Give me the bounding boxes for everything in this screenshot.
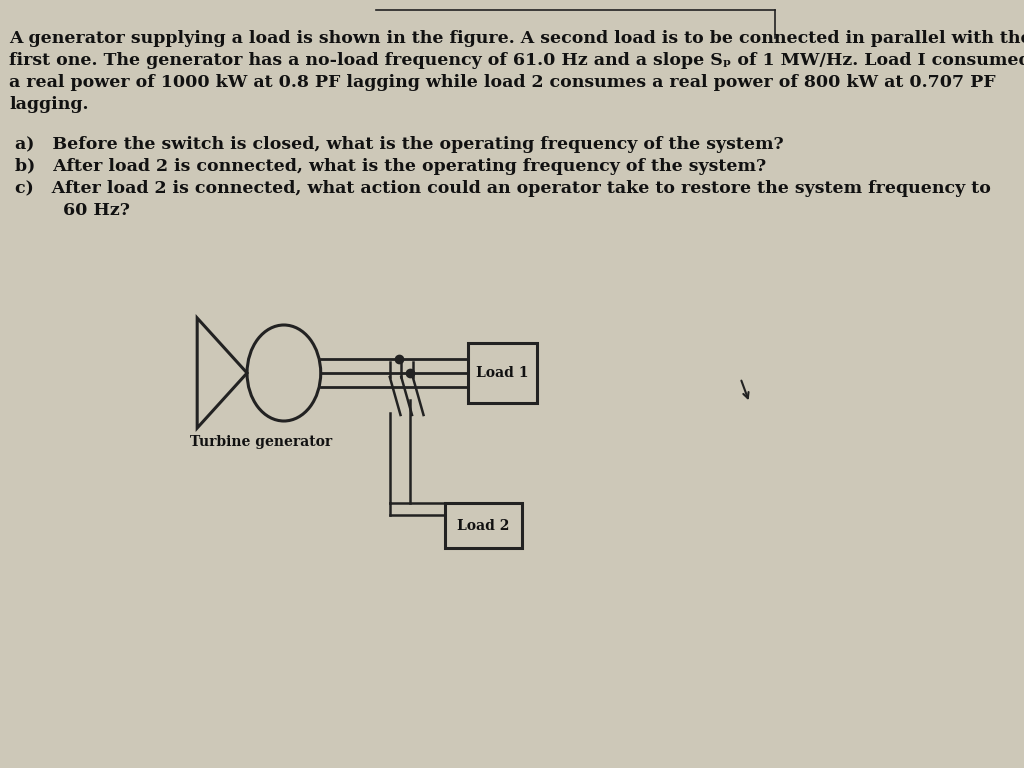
Text: a real power of 1000 kW at 0.8 PF lagging while load 2 consumes a real power of : a real power of 1000 kW at 0.8 PF laggin… <box>9 74 995 91</box>
Text: A generator supplying a load is shown in the figure. A second load is to be conn: A generator supplying a load is shown in… <box>9 30 1024 47</box>
Bar <box>468 343 537 403</box>
Text: lagging.: lagging. <box>9 96 89 113</box>
Text: Load 1: Load 1 <box>476 366 528 380</box>
Bar <box>445 503 522 548</box>
Text: 60 Hz?: 60 Hz? <box>15 202 130 219</box>
Text: Load 2: Load 2 <box>457 518 510 532</box>
Text: c)   After load 2 is connected, what action could an operator take to restore th: c) After load 2 is connected, what actio… <box>15 180 991 197</box>
Text: first one. The generator has a no-load frequency of 61.0 Hz and a slope Sₚ of 1 : first one. The generator has a no-load f… <box>9 52 1024 69</box>
Text: a)   Before the switch is closed, what is the operating frequency of the system?: a) Before the switch is closed, what is … <box>15 136 784 153</box>
Text: Turbine generator: Turbine generator <box>189 435 332 449</box>
Text: b)   After load 2 is connected, what is the operating frequency of the system?: b) After load 2 is connected, what is th… <box>15 158 767 175</box>
